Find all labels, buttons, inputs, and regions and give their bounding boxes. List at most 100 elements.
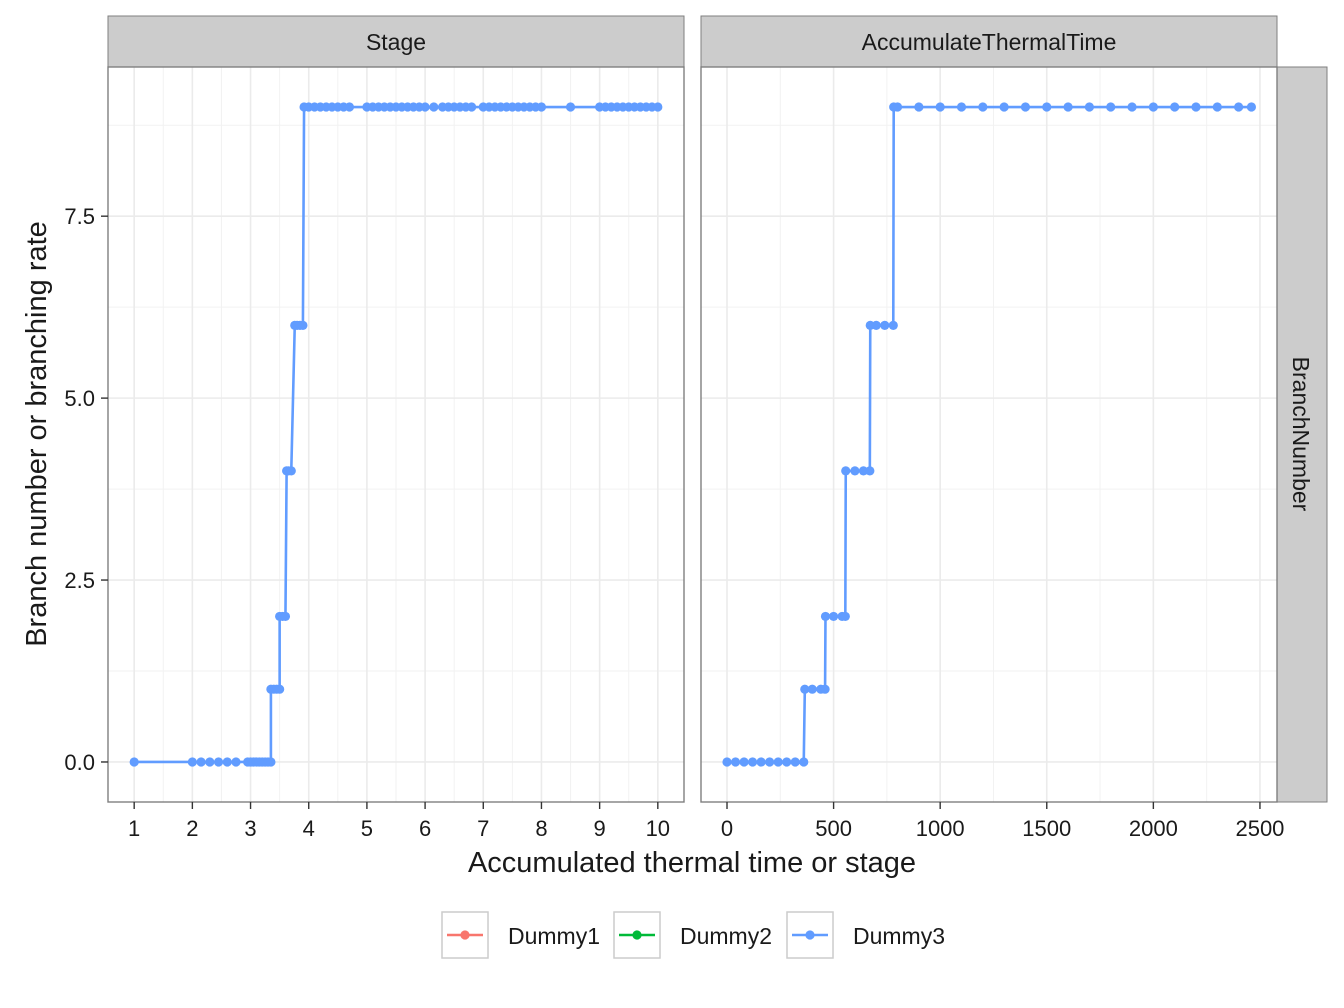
- data-point: [807, 684, 817, 694]
- data-point: [747, 757, 758, 767]
- data-point: [205, 757, 215, 767]
- data-point: [213, 757, 224, 767]
- data-point: [129, 757, 139, 767]
- legend-item-dummy1: Dummy1: [441, 911, 600, 959]
- data-point: [1148, 102, 1158, 112]
- data-point: [820, 611, 831, 622]
- data-point: [222, 757, 232, 767]
- data-point: [935, 102, 945, 112]
- data-point: [565, 102, 576, 112]
- data-point: [841, 466, 851, 476]
- data-point: [286, 466, 296, 476]
- data-point: [756, 757, 766, 767]
- legend-key-point: [460, 930, 470, 940]
- panel-stage: [107, 66, 685, 803]
- data-point: [828, 611, 839, 622]
- data-point: [1020, 102, 1031, 112]
- data-point: [782, 757, 792, 767]
- data-point: [956, 102, 967, 112]
- data-point: [858, 466, 869, 476]
- data-point: [1234, 102, 1244, 112]
- data-point: [536, 102, 547, 112]
- data-point: [1191, 102, 1201, 112]
- data-point: [1127, 102, 1137, 112]
- panel-border: [107, 66, 685, 803]
- data-point: [187, 757, 197, 767]
- data-point: [850, 466, 860, 476]
- x-tick-label: 3: [244, 816, 256, 841]
- data-point: [800, 684, 810, 694]
- data-point: [196, 757, 206, 767]
- strip-row: BranchNumber: [1276, 66, 1328, 803]
- data-point: [1063, 102, 1073, 112]
- strip-right-label: AccumulateThermalTime: [862, 29, 1117, 55]
- y-axis: 0.0 2.5 5.0 7.5: [64, 204, 108, 775]
- strip-left: Stage: [107, 15, 685, 68]
- data-point: [790, 757, 800, 767]
- x-tick-label: 1: [128, 816, 140, 841]
- data-point: [275, 684, 285, 694]
- x-axis-thermal-time: 0 500 1000 1500 2000 2500: [721, 802, 1284, 841]
- y-tick-label: 0.0: [64, 750, 95, 775]
- x-tick-label: 6: [419, 816, 431, 841]
- x-tick-label: 7: [477, 816, 489, 841]
- legend-key-point: [805, 930, 815, 940]
- y-tick-label: 7.5: [64, 204, 95, 229]
- legend-item-dummy2: Dummy2: [613, 911, 772, 959]
- panel-border: [700, 66, 1278, 803]
- data-point: [730, 757, 741, 767]
- x-tick-label: 8: [535, 816, 547, 841]
- x-tick-label: 2500: [1235, 816, 1284, 841]
- data-point: [429, 102, 439, 112]
- x-tick-label: 2000: [1129, 816, 1178, 841]
- data-point: [880, 320, 890, 330]
- legend-label: Dummy1: [508, 923, 600, 949]
- data-point: [1042, 102, 1052, 112]
- legend-key-point: [632, 930, 642, 940]
- data-point: [840, 611, 850, 622]
- data-point: [344, 102, 355, 112]
- panel-thermal-time: [700, 66, 1278, 803]
- data-point: [799, 757, 809, 767]
- data-point: [892, 102, 903, 112]
- data-point: [773, 757, 783, 767]
- x-tick-label: 9: [594, 816, 606, 841]
- data-point: [467, 102, 477, 112]
- x-axis-title: Accumulated thermal time or stage: [468, 847, 916, 879]
- legend-label: Dummy3: [853, 923, 945, 949]
- x-tick-label: 10: [646, 816, 670, 841]
- y-tick-label: 2.5: [64, 568, 95, 593]
- y-axis-title: Branch number or branching rate: [21, 221, 53, 647]
- data-point: [739, 757, 749, 767]
- data-point: [978, 102, 988, 112]
- data-point: [266, 757, 276, 767]
- data-point: [280, 611, 291, 622]
- strip-row-label: BranchNumber: [1288, 357, 1314, 512]
- x-tick-label: 1500: [1022, 816, 1071, 841]
- data-point: [1106, 102, 1116, 112]
- strip-left-label: Stage: [366, 29, 426, 55]
- x-tick-label: 5: [361, 816, 373, 841]
- data-point: [871, 320, 881, 330]
- data-point: [1246, 102, 1257, 112]
- data-point: [420, 102, 430, 112]
- data-point: [914, 102, 924, 112]
- x-tick-label: 4: [303, 816, 315, 841]
- legend-item-dummy3: Dummy3: [786, 911, 945, 959]
- data-point: [722, 757, 732, 767]
- data-point: [865, 466, 875, 476]
- legend: Dummy1 Dummy2 Dummy3: [441, 911, 945, 959]
- x-tick-label: 500: [815, 816, 852, 841]
- x-tick-label: 2: [186, 816, 198, 841]
- data-point: [888, 320, 898, 330]
- data-point: [1212, 102, 1222, 112]
- strip-right: AccumulateThermalTime: [700, 15, 1278, 68]
- panel-background: [701, 67, 1277, 802]
- data-point: [1084, 102, 1095, 112]
- data-point: [1170, 102, 1180, 112]
- data-point: [765, 757, 775, 767]
- data-point: [298, 320, 308, 330]
- data-point: [653, 102, 663, 112]
- data-point: [999, 102, 1009, 112]
